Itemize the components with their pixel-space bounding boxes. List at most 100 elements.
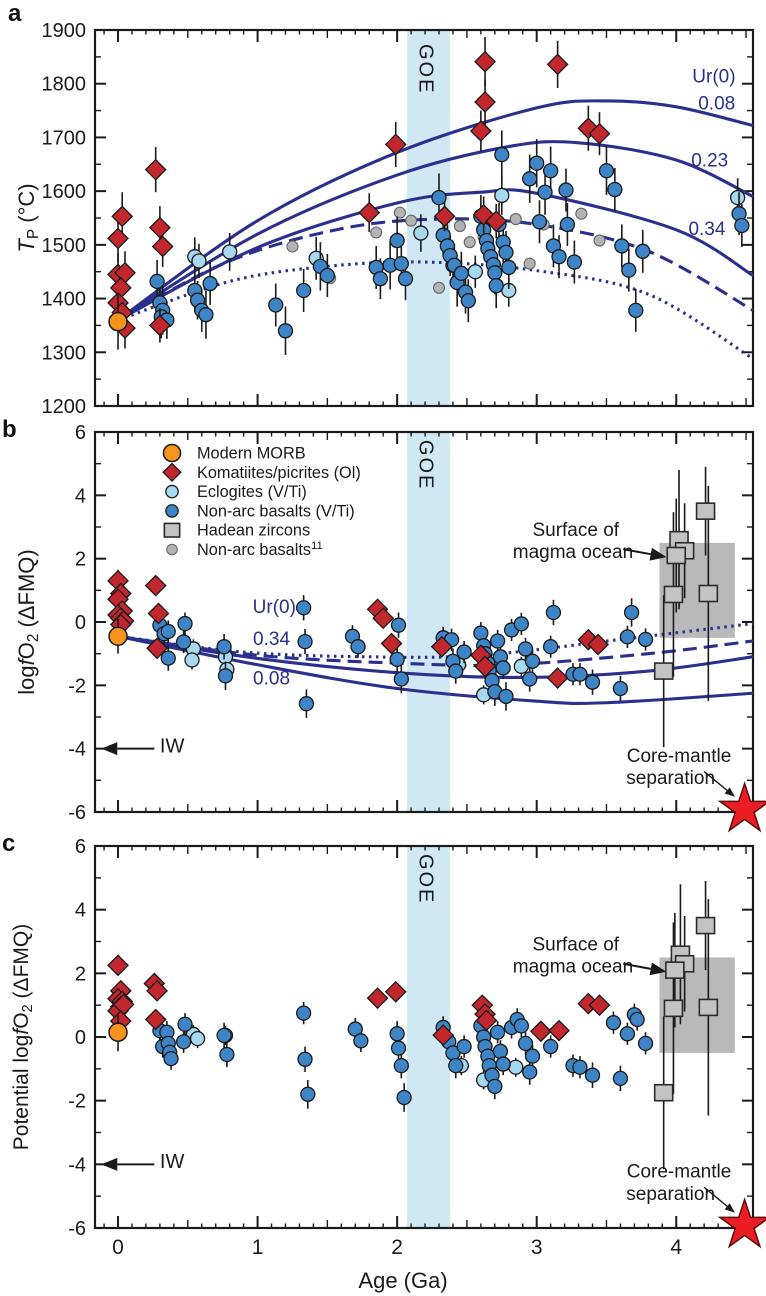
morb-point <box>108 626 128 646</box>
basalt-point <box>619 1026 636 1042</box>
gray-basalt-point <box>286 240 299 253</box>
basalt-point <box>431 189 447 206</box>
basalt-point <box>605 1015 622 1031</box>
basalt-point <box>524 1048 541 1064</box>
legend-label: Hadean zircons <box>197 522 310 540</box>
x-tick-label: 3 <box>531 1236 543 1259</box>
panel-label-b: b <box>2 416 17 443</box>
basalt-point <box>389 651 405 668</box>
basalt-point <box>513 1018 529 1034</box>
basalt-point <box>216 639 232 655</box>
basalt-point <box>542 163 559 179</box>
komatiite-point <box>474 50 496 73</box>
basalt-point <box>623 604 640 621</box>
arrow-head <box>649 547 667 561</box>
zircon-point <box>666 546 687 565</box>
komatiite-point <box>469 120 492 142</box>
basalt-point <box>389 1026 405 1042</box>
basalt-point <box>598 163 615 179</box>
y-tick-label: 4 <box>75 485 86 507</box>
annotation-magma-ocean: magma ocean <box>513 542 633 563</box>
basalt-point <box>572 1059 588 1075</box>
core-mantle-star <box>717 1197 766 1249</box>
eclogite-point <box>413 225 429 241</box>
basalt-point <box>160 650 176 666</box>
y-tick-label: 2 <box>75 549 86 571</box>
komatiite-point <box>384 980 407 1003</box>
komatiite-point <box>529 1020 552 1043</box>
y-axis-label: logfO2 (ΔFMQ) <box>14 549 42 695</box>
basalt-point <box>297 1051 313 1067</box>
panel-label-c: c <box>2 830 16 857</box>
basalt-point <box>389 232 405 249</box>
zircon-point <box>695 502 716 520</box>
arrow-head <box>649 962 667 976</box>
annotation-goe: GOE <box>414 440 436 490</box>
gray-basalt-point <box>370 226 383 239</box>
y-tick-label: 1700 <box>42 127 87 149</box>
basalt-point <box>397 271 414 287</box>
komatiite-point <box>148 314 171 337</box>
basalt-point <box>542 1038 559 1055</box>
basalt-point <box>492 1043 509 1059</box>
basalt-point <box>300 1086 316 1102</box>
annotation-0-08: 0.08 <box>253 669 290 690</box>
basalt-point <box>522 1064 538 1080</box>
y-tick-label: 1300 <box>42 342 87 364</box>
basalt-point <box>488 278 504 294</box>
komatiite-point <box>107 227 129 250</box>
basalt-point <box>295 1005 312 1021</box>
eclogite-point <box>222 244 238 260</box>
annotation-0-34: 0.34 <box>688 219 725 240</box>
basalt-point <box>396 1089 412 1106</box>
basalt-point <box>558 182 574 198</box>
basalt-point <box>175 1034 192 1050</box>
eclogite-point <box>508 1059 524 1075</box>
annotation-iw: IW <box>160 735 185 757</box>
basalt-point <box>175 634 192 650</box>
basalt-point <box>489 1024 506 1040</box>
komatiite-point <box>587 633 610 656</box>
komatiite-point <box>144 158 167 181</box>
basalt-point <box>572 666 588 682</box>
basalt-point <box>268 297 284 313</box>
basalt-point <box>295 282 312 299</box>
y-tick-label: 1500 <box>42 235 87 257</box>
y-tick-label: 1600 <box>42 181 87 203</box>
basalt-point <box>163 1050 179 1067</box>
y-axis-label: TP (°C) <box>14 183 42 252</box>
eclogite-point <box>467 264 483 280</box>
basalt-point <box>453 265 469 281</box>
y-tick-label: 2 <box>75 963 86 985</box>
komatiite-point <box>151 235 174 258</box>
annotation-iw: IW <box>160 1151 185 1173</box>
legend-label: Modern MORB <box>197 445 306 463</box>
model-curve-0.23 <box>117 140 754 322</box>
eclogite-point <box>191 253 207 269</box>
basalt-point <box>537 184 553 200</box>
y-tick-label: 0 <box>75 1027 86 1049</box>
basalt-point <box>584 674 601 690</box>
komatiite-point <box>146 979 169 1002</box>
gray-basalt-point <box>432 281 446 294</box>
basalt-point <box>637 1035 654 1052</box>
komatiite-point <box>474 91 496 113</box>
basalt-point <box>393 256 409 272</box>
core-mantle-star <box>717 781 766 833</box>
zircon-point <box>653 662 674 680</box>
basalt-point <box>545 604 562 621</box>
komatiite-point <box>358 201 381 224</box>
basalt-point <box>298 696 315 712</box>
basalt-point <box>566 254 583 270</box>
komatiite-point <box>588 122 611 145</box>
basalt-point <box>559 216 576 233</box>
komatiite-point <box>148 216 171 239</box>
basalt-point <box>531 214 548 230</box>
legend-label: Non-arc basalts (V/Ti) <box>197 502 355 520</box>
basalt-point <box>149 273 165 290</box>
basalt-point <box>487 1078 503 1094</box>
basalt-point <box>473 625 489 641</box>
basalt-point <box>607 181 623 198</box>
basalt-point <box>448 1058 464 1074</box>
